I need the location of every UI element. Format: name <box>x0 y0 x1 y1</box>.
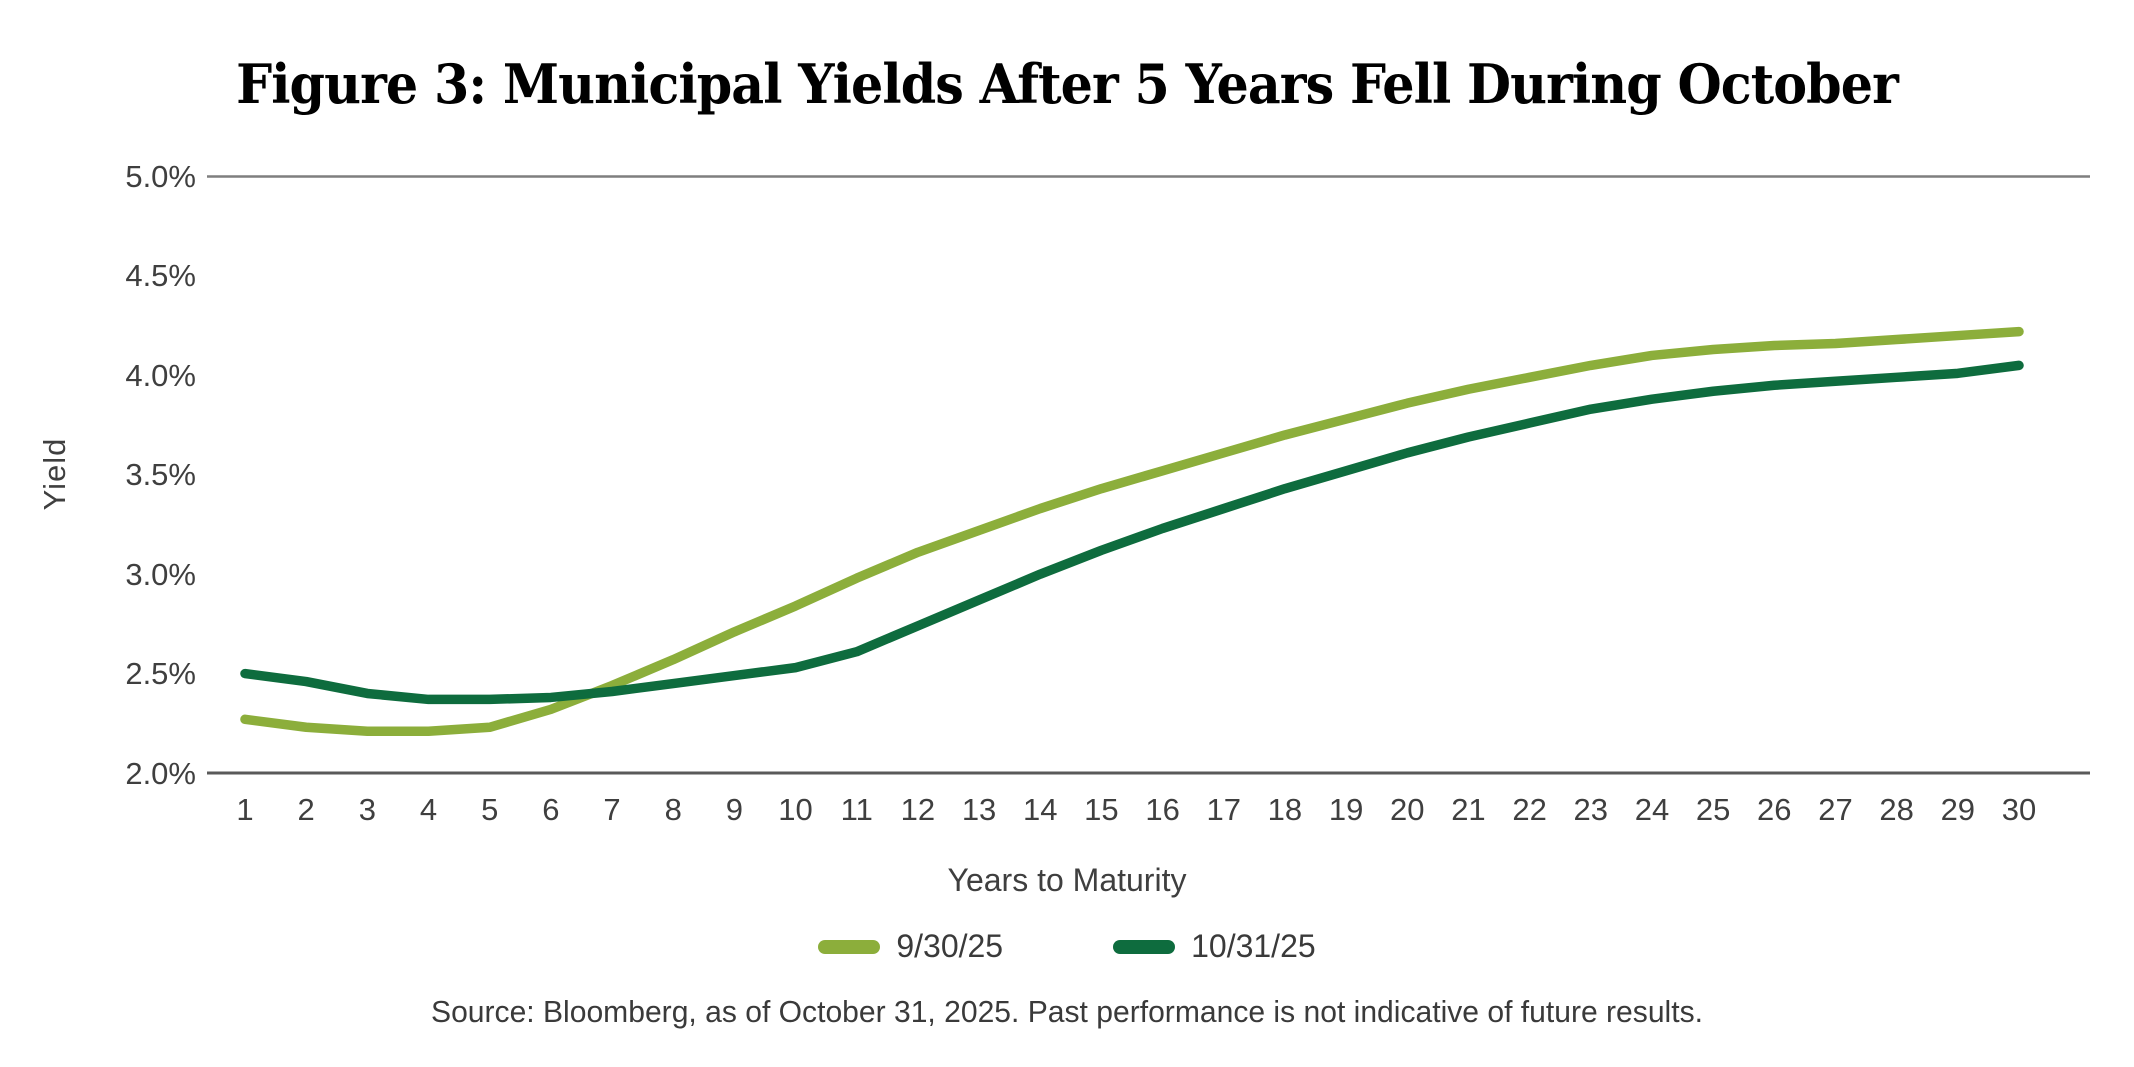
x-tick-label-14: 14 <box>1022 792 1058 827</box>
x-tick-label-13: 13 <box>961 792 997 827</box>
x-tick-label-17: 17 <box>1206 792 1241 827</box>
x-tick-label-20: 20 <box>1390 792 1425 827</box>
x-tick-label-16: 16 <box>1145 792 1180 827</box>
x-axis-title: Years to Maturity <box>947 862 1187 898</box>
x-tick-label-28: 28 <box>1879 792 1914 827</box>
x-tick-label-22: 22 <box>1512 792 1547 827</box>
series-line-10-31-25 <box>240 360 2024 705</box>
y-tick-label-4.5: 4.5% <box>125 258 196 294</box>
x-tick-label-26: 26 <box>1757 792 1792 827</box>
y-tick-label-3.0: 3.0% <box>125 556 196 592</box>
x-tick-label-27: 27 <box>1818 792 1853 827</box>
source-note: Source: Bloomberg, as of October 31, 202… <box>431 994 1703 1029</box>
x-tick-label-11: 11 <box>840 792 873 827</box>
chart-legend: 9/30/25 10/31/25 <box>0 928 2134 965</box>
legend-item-10-31-25: 10/31/25 <box>1113 928 1316 965</box>
x-tick-label-18: 18 <box>1267 792 1303 827</box>
x-tick-label-23: 23 <box>1573 792 1609 827</box>
legend-label: 9/30/25 <box>896 928 1004 964</box>
x-tick-label-24: 24 <box>1634 792 1670 827</box>
legend-swatch-icon <box>1113 939 1176 954</box>
legend-label: 10/31/25 <box>1191 928 1316 964</box>
legend-item-9-30-25: 9/30/25 <box>818 928 1003 965</box>
series-line-9-30-25 <box>240 326 2024 736</box>
x-tick-label-29: 29 <box>1940 792 1976 827</box>
x-tick-label-25: 25 <box>1695 792 1731 827</box>
y-tick-label-2.0: 2.0% <box>125 755 196 791</box>
x-tick-label-8: 8 <box>664 792 682 827</box>
x-tick-label-6: 6 <box>542 792 560 827</box>
x-tick-label-4: 4 <box>419 792 438 827</box>
x-tick-label-15: 15 <box>1084 792 1119 827</box>
legend-swatch-icon <box>818 939 881 954</box>
y-tick-label-4.0: 4.0% <box>125 357 196 393</box>
x-tick-label-12: 12 <box>900 792 936 827</box>
x-tick-label-3: 3 <box>358 792 376 827</box>
y-tick-label-5.0: 5.0% <box>125 159 196 194</box>
x-tick-label-21: 21 <box>1451 792 1486 827</box>
x-tick-label-19: 19 <box>1328 792 1364 827</box>
x-tick-label-5: 5 <box>481 792 499 827</box>
x-tick-label-2: 2 <box>297 792 315 827</box>
x-tick-label-9: 9 <box>725 792 743 827</box>
chart-title: Figure 3: Municipal Yields After 5 Years… <box>236 52 1899 116</box>
y-tick-label-3.5: 3.5% <box>125 457 196 493</box>
y-tick-label-2.5: 2.5% <box>125 656 196 692</box>
x-tick-label-30: 30 <box>2001 792 2037 827</box>
x-tick-label-7: 7 <box>603 792 621 827</box>
x-tick-label-10: 10 <box>778 792 813 827</box>
x-tick-label-1: 1 <box>236 792 254 827</box>
